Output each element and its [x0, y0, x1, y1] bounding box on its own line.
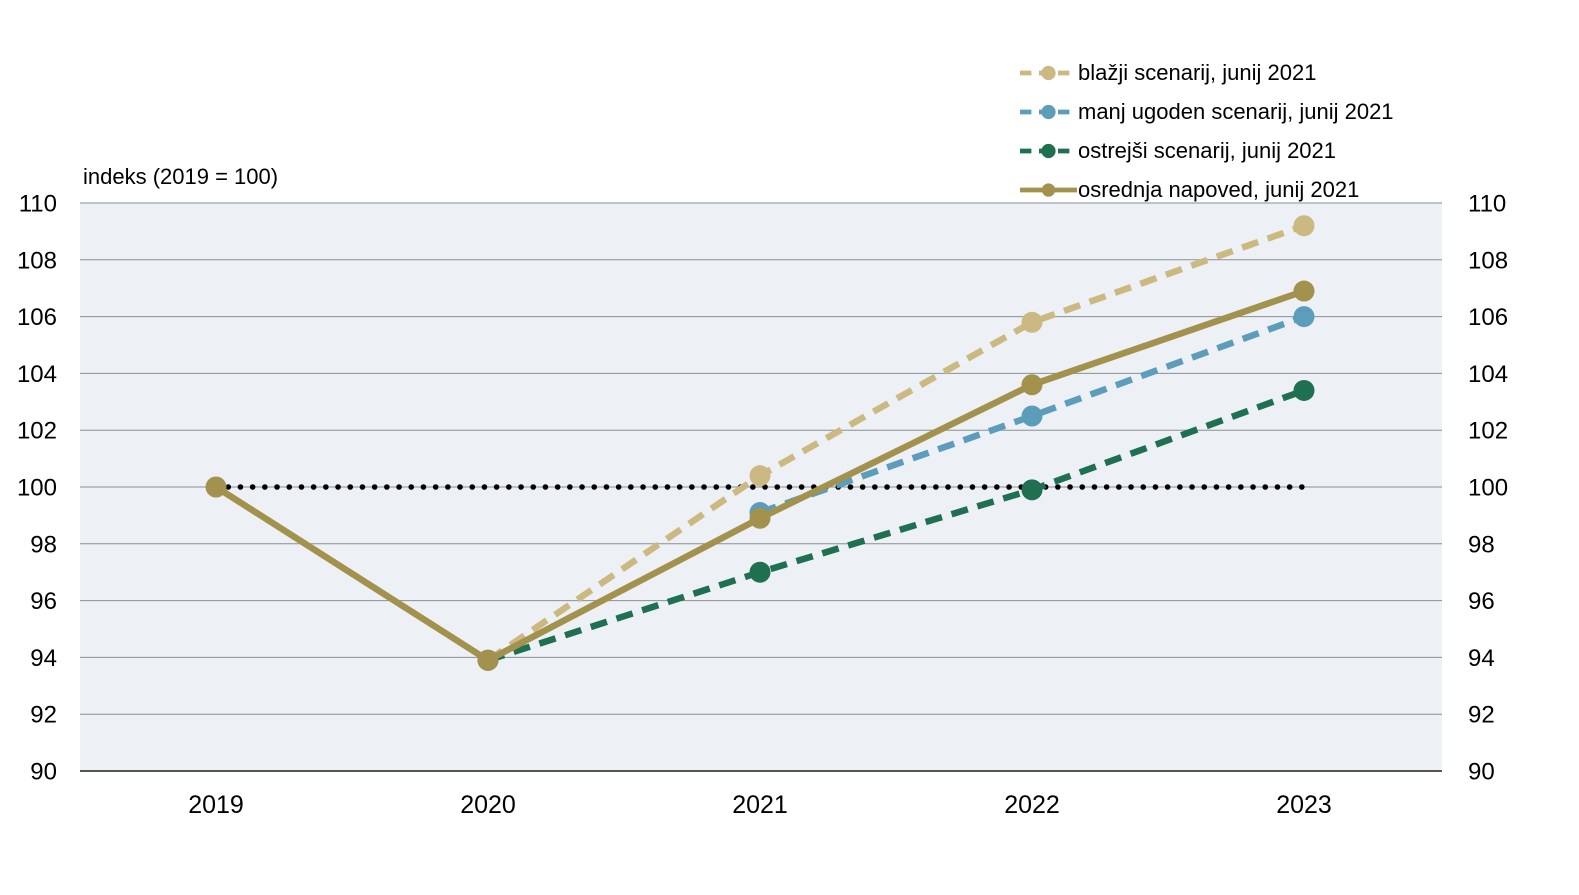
y-tick-label-right: 98 — [1468, 531, 1495, 558]
y-tick-label-right: 110 — [1468, 191, 1506, 218]
dashed-line-marker-icon — [1020, 104, 1077, 119]
series-line-1 — [758, 313, 1306, 516]
y-tick-label-right: 94 — [1468, 645, 1495, 672]
y-tick-label-left: 108 — [17, 247, 57, 274]
series-line-0 — [486, 222, 1306, 663]
x-tick-label: 2022 — [1004, 791, 1060, 819]
x-tick-label: 2019 — [188, 791, 244, 819]
legend-label: osrednja napoved, junij 2021 — [1078, 176, 1360, 202]
data-point-series-3-2020 — [477, 649, 499, 671]
y-tick-label-left: 100 — [17, 475, 57, 502]
legend-label: manj ugoden scenarij, junij 2021 — [1078, 98, 1394, 124]
legend-item-osrednja-napoved: osrednja napoved, junij 2021 — [1020, 170, 1394, 209]
y-tick-label-left: 96 — [30, 588, 57, 615]
y-tick-label-right: 96 — [1468, 588, 1495, 615]
y-tick-label-right: 90 — [1468, 759, 1495, 786]
data-point-series-2-2022 — [1021, 479, 1043, 501]
x-tick-label: 2021 — [732, 791, 788, 819]
dashed-line-marker-icon — [1020, 65, 1077, 80]
y-tick-label-left: 110 — [19, 191, 57, 218]
solid-line-marker-icon — [1020, 182, 1077, 197]
data-point-series-1-2022 — [1021, 405, 1043, 427]
legend: blažji scenarij, junij 2021 manj ugoden … — [1020, 53, 1394, 209]
data-point-series-0-2023 — [1293, 215, 1315, 237]
series-line-2 — [486, 387, 1306, 664]
legend-label: blažji scenarij, junij 2021 — [1078, 59, 1317, 85]
data-point-series-3-2023 — [1293, 280, 1315, 302]
legend-item-blazji-scenarij: blažji scenarij, junij 2021 — [1020, 53, 1394, 92]
data-point-series-1-2023 — [1293, 306, 1315, 328]
y-tick-label-right: 104 — [1468, 361, 1508, 388]
axis-title: indeks (2019 = 100) — [83, 164, 279, 189]
x-tick-label: 2023 — [1276, 791, 1332, 819]
y-tick-label-left: 90 — [30, 759, 57, 786]
data-point-series-3-2021 — [749, 507, 771, 529]
y-tick-label-right: 102 — [1468, 418, 1508, 445]
y-tick-label-left: 94 — [30, 645, 57, 672]
data-point-series-3-2019 — [205, 476, 227, 498]
y-tick-label-left: 106 — [17, 304, 57, 331]
y-tick-label-left: 92 — [30, 702, 57, 729]
y-tick-label-left: 104 — [17, 361, 57, 388]
data-point-series-3-2022 — [1021, 374, 1043, 396]
dashed-line-marker-icon — [1020, 143, 1077, 158]
y-tick-label-left: 98 — [30, 531, 57, 558]
y-tick-label-right: 92 — [1468, 702, 1495, 729]
y-tick-label-right: 106 — [1468, 304, 1508, 331]
data-point-series-0-2022 — [1021, 311, 1043, 333]
legend-item-manj-ugoden-scenarij: manj ugoden scenarij, junij 2021 — [1020, 92, 1394, 131]
y-tick-label-right: 108 — [1468, 247, 1508, 274]
x-tick-label: 2020 — [460, 791, 516, 819]
legend-label: ostrejši scenarij, junij 2021 — [1078, 137, 1337, 163]
y-tick-label-right: 100 — [1468, 475, 1508, 502]
data-point-series-2-2023 — [1293, 379, 1315, 401]
data-point-series-0-2021 — [749, 465, 771, 487]
y-tick-label-left: 102 — [17, 418, 57, 445]
legend-item-ostrejsi-scenarij: ostrejši scenarij, junij 2021 — [1020, 131, 1394, 170]
data-point-series-2-2021 — [749, 561, 771, 583]
